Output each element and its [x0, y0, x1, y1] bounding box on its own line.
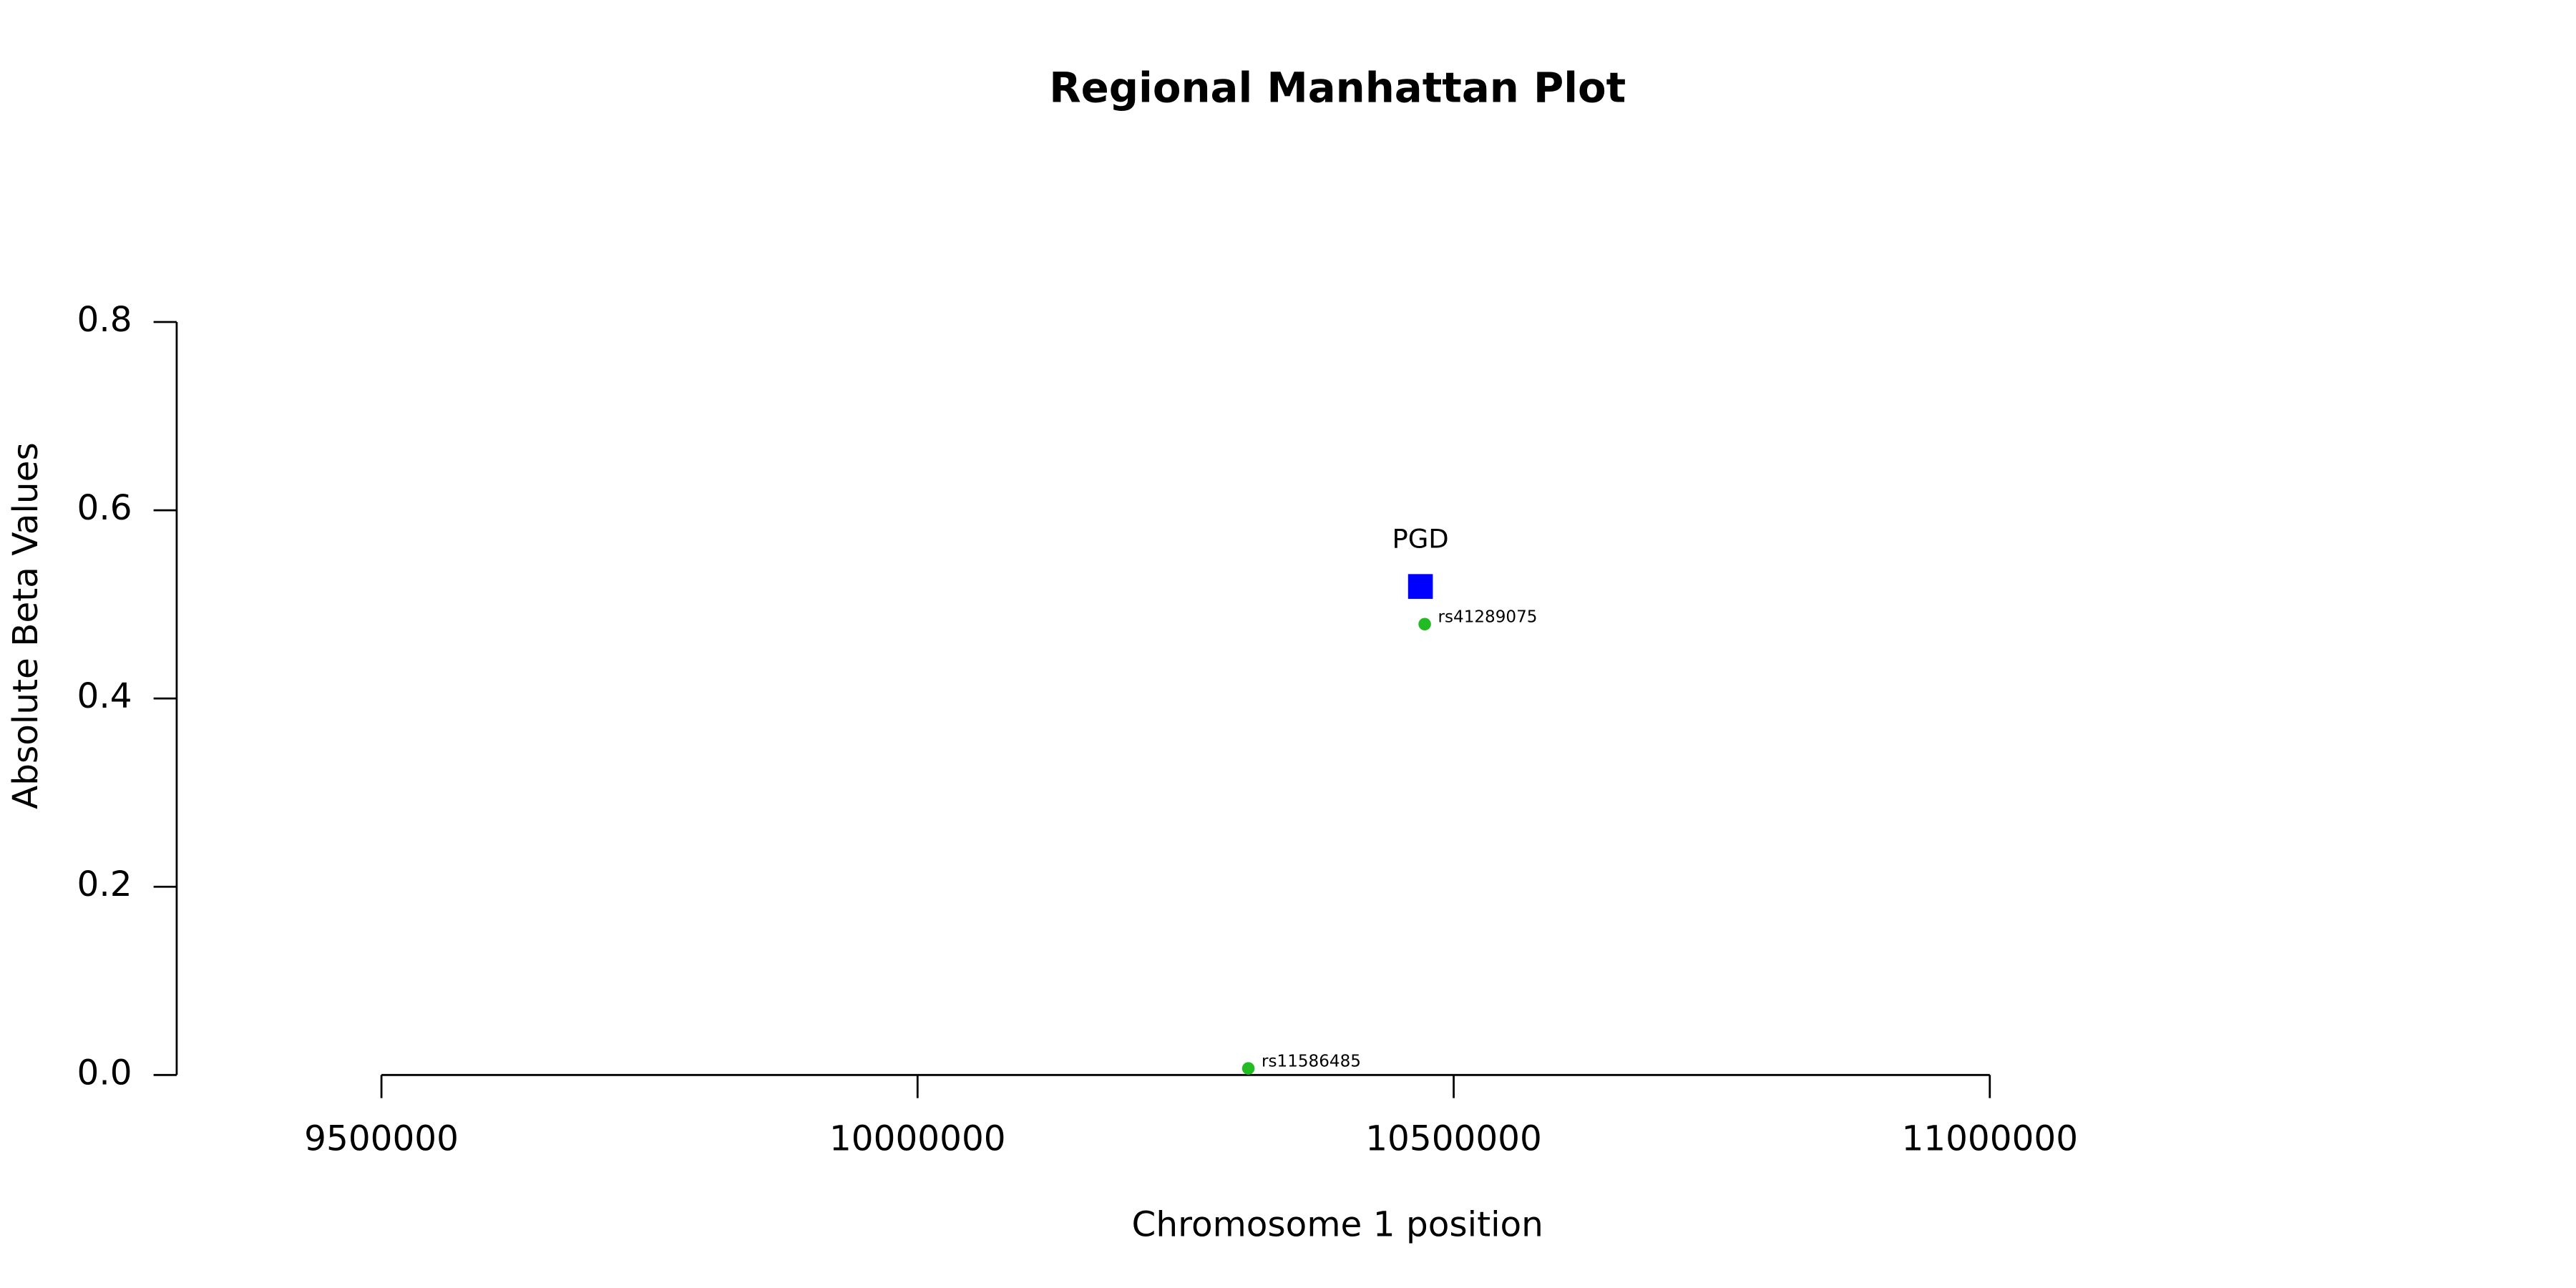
x-tick-label: 9500000 — [304, 1119, 459, 1159]
y-tick-label: 0.8 — [77, 300, 132, 340]
x-tick-label: 10000000 — [829, 1119, 1006, 1159]
point-label: rs41289075 — [1438, 608, 1538, 627]
x-axis-label: Chromosome 1 position — [1132, 1205, 1543, 1245]
y-axis-label: Absolute Beta Values — [6, 442, 46, 809]
y-tick-label: 0.2 — [77, 864, 132, 904]
point — [1407, 574, 1433, 599]
y-tick-label: 0.6 — [77, 488, 132, 528]
x-tick-label: 11000000 — [1901, 1119, 2078, 1159]
point-label: rs11586485 — [1262, 1052, 1361, 1070]
point-label: PGD — [1392, 524, 1448, 555]
y-tick-label: 0.4 — [77, 676, 132, 716]
y-tick-label: 0.0 — [77, 1053, 132, 1093]
point — [1241, 1062, 1255, 1075]
chart-title: Regional Manhattan Plot — [1049, 64, 1626, 112]
x-tick-label: 10500000 — [1365, 1119, 1542, 1159]
point — [1418, 618, 1431, 631]
